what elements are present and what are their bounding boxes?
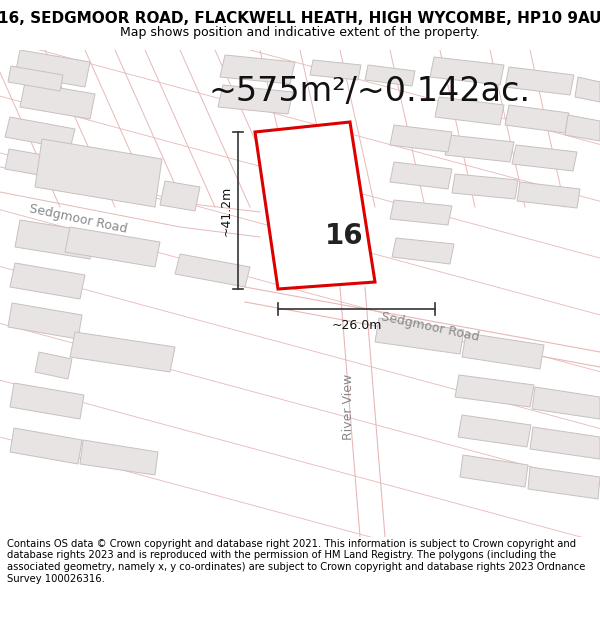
Polygon shape <box>160 181 200 211</box>
Polygon shape <box>462 333 544 369</box>
Text: ~575m²/~0.142ac.: ~575m²/~0.142ac. <box>209 75 531 108</box>
Text: Sedgmoor Road: Sedgmoor Road <box>380 310 480 344</box>
Text: ~41.2m: ~41.2m <box>220 186 233 236</box>
Text: 16: 16 <box>325 222 364 250</box>
Polygon shape <box>375 318 464 354</box>
Polygon shape <box>445 135 514 162</box>
Polygon shape <box>517 182 580 208</box>
Text: 16, SEDGMOOR ROAD, FLACKWELL HEATH, HIGH WYCOMBE, HP10 9AU: 16, SEDGMOOR ROAD, FLACKWELL HEATH, HIGH… <box>0 11 600 26</box>
Polygon shape <box>575 77 600 102</box>
Polygon shape <box>505 67 574 95</box>
Polygon shape <box>218 85 293 114</box>
Polygon shape <box>392 238 454 264</box>
Polygon shape <box>452 174 518 199</box>
Text: Sedgmoor Road: Sedgmoor Road <box>28 202 128 236</box>
Polygon shape <box>365 65 415 86</box>
Polygon shape <box>512 145 577 171</box>
Text: Map shows position and indicative extent of the property.: Map shows position and indicative extent… <box>120 26 480 39</box>
Polygon shape <box>20 82 95 119</box>
Text: Contains OS data © Crown copyright and database right 2021. This information is : Contains OS data © Crown copyright and d… <box>7 539 586 584</box>
Polygon shape <box>175 254 250 287</box>
Polygon shape <box>430 57 504 85</box>
Polygon shape <box>5 149 72 180</box>
Polygon shape <box>8 66 63 91</box>
Polygon shape <box>390 200 452 225</box>
Polygon shape <box>10 428 82 464</box>
Polygon shape <box>65 227 160 267</box>
Polygon shape <box>8 303 82 339</box>
Polygon shape <box>458 415 531 447</box>
Polygon shape <box>255 122 375 289</box>
Polygon shape <box>390 125 452 152</box>
Polygon shape <box>35 139 162 207</box>
Polygon shape <box>505 105 569 133</box>
Text: ~26.0m: ~26.0m <box>331 319 382 332</box>
Polygon shape <box>435 97 504 125</box>
Polygon shape <box>565 115 600 141</box>
Polygon shape <box>528 467 600 499</box>
Polygon shape <box>10 263 85 299</box>
Polygon shape <box>530 427 600 459</box>
Polygon shape <box>532 387 600 419</box>
Polygon shape <box>15 220 95 259</box>
Polygon shape <box>10 383 84 419</box>
Polygon shape <box>70 332 175 372</box>
Polygon shape <box>390 162 452 189</box>
Polygon shape <box>455 375 534 407</box>
Polygon shape <box>35 352 72 379</box>
Polygon shape <box>80 440 158 475</box>
Polygon shape <box>310 60 361 80</box>
Polygon shape <box>15 50 90 87</box>
Polygon shape <box>5 117 75 149</box>
Polygon shape <box>220 55 295 84</box>
Polygon shape <box>460 455 528 487</box>
Text: River View: River View <box>341 374 355 440</box>
